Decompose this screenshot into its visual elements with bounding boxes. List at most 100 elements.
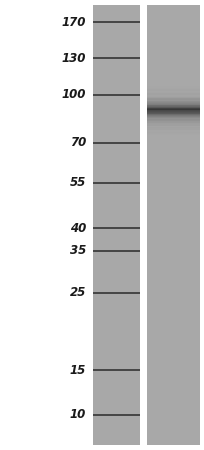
Bar (147, 114, 200, 115)
Bar (147, 103, 200, 104)
Bar (147, 120, 200, 121)
Text: 130: 130 (62, 51, 86, 64)
Bar (147, 90, 200, 91)
Bar (140, 5, 147, 445)
Bar (147, 89, 200, 90)
Bar (147, 112, 200, 113)
Bar (147, 106, 200, 107)
Bar (147, 95, 200, 96)
Bar (147, 116, 200, 117)
Bar (147, 116, 200, 117)
Bar (147, 108, 200, 109)
Bar (147, 122, 200, 124)
Bar (147, 107, 200, 108)
Bar (147, 120, 200, 122)
Bar (147, 127, 200, 129)
Bar (147, 115, 200, 116)
Bar (147, 116, 200, 117)
Bar (147, 120, 200, 121)
Bar (147, 113, 200, 114)
Bar (147, 96, 200, 97)
Bar (147, 118, 200, 119)
Bar (147, 99, 200, 100)
Bar (147, 130, 200, 131)
Text: 100: 100 (62, 89, 86, 102)
Bar (147, 132, 200, 134)
Text: 70: 70 (70, 136, 86, 149)
Bar (147, 88, 200, 89)
Bar (147, 105, 200, 106)
Bar (147, 134, 200, 135)
Bar (147, 93, 200, 94)
Bar (147, 92, 200, 93)
Bar (147, 128, 200, 130)
Bar (147, 104, 200, 105)
Bar (147, 118, 200, 120)
Bar (147, 111, 200, 112)
Bar (147, 103, 200, 104)
Bar (147, 122, 200, 123)
Bar (147, 124, 200, 126)
Bar (147, 111, 200, 112)
Bar (147, 86, 200, 87)
Bar (147, 109, 200, 110)
Text: 35: 35 (70, 244, 86, 257)
Bar (147, 111, 200, 112)
Bar (147, 102, 200, 104)
Bar (147, 98, 200, 99)
Bar (147, 91, 200, 92)
Bar (147, 131, 200, 132)
Bar (147, 119, 200, 120)
Text: 40: 40 (70, 221, 86, 234)
Bar (147, 117, 200, 118)
Bar (147, 101, 200, 103)
Bar (147, 100, 200, 101)
Bar (147, 115, 200, 117)
Bar (147, 116, 200, 117)
Text: 55: 55 (70, 176, 86, 189)
Bar (147, 97, 200, 98)
Bar (147, 120, 200, 121)
Bar (147, 122, 200, 123)
Bar (147, 117, 200, 118)
Text: 10: 10 (70, 409, 86, 422)
Bar (147, 109, 200, 110)
Bar (147, 118, 200, 119)
Bar (147, 105, 200, 106)
Bar (147, 97, 200, 99)
Bar (147, 119, 200, 121)
Bar (147, 106, 200, 107)
Bar (147, 105, 200, 106)
Bar (147, 131, 200, 133)
Bar (147, 110, 200, 111)
Bar (147, 110, 200, 112)
Bar (147, 126, 200, 127)
Bar (147, 104, 200, 105)
Bar (147, 125, 200, 126)
Bar (147, 87, 200, 88)
Bar (147, 112, 200, 113)
Bar (147, 121, 200, 122)
Bar (147, 110, 200, 111)
Bar (147, 127, 200, 128)
Bar (147, 100, 200, 101)
Bar (147, 103, 200, 104)
Bar (147, 107, 200, 108)
Bar (147, 106, 200, 108)
Bar (147, 114, 200, 115)
Bar (147, 123, 200, 125)
Bar (147, 5, 200, 445)
Text: 15: 15 (70, 364, 86, 377)
Bar (147, 93, 200, 94)
Bar (147, 113, 200, 114)
Bar (147, 94, 200, 95)
Text: 25: 25 (70, 287, 86, 300)
Text: 170: 170 (62, 15, 86, 28)
Bar (147, 115, 200, 116)
Bar (147, 133, 200, 135)
Bar (147, 112, 200, 113)
Bar (147, 118, 200, 119)
Bar (147, 89, 200, 90)
Bar (147, 108, 200, 109)
Bar (147, 121, 200, 122)
